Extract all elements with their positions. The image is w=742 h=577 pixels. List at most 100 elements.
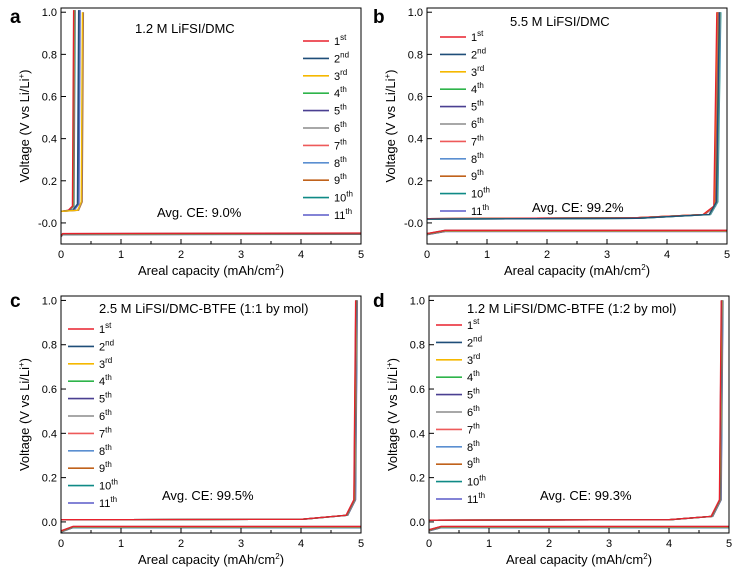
legend-label: 9th [471, 168, 484, 183]
legend-label: 11th [334, 207, 352, 222]
legend-label: 2nd [99, 338, 114, 353]
legend-label: 6th [99, 408, 112, 423]
legend-label: 8th [99, 443, 112, 458]
x-tick-label: 3 [238, 249, 244, 261]
x-tick-label: 0 [58, 538, 64, 550]
legend-label: 2nd [334, 50, 349, 65]
legend: 1st 2nd 3rd 4th 5th 6th 7th 8th 9th 10th 11th [440, 29, 490, 218]
legend-label: 7th [467, 421, 480, 436]
y-tick-label: 0.0 [410, 517, 425, 529]
y-tick-label: 0.8 [410, 340, 425, 352]
y-tick-label: 0.8 [42, 49, 57, 61]
x-axis-label: Areal capacity (mAh/cm2) [504, 263, 650, 278]
x-axis-label: Areal capacity (mAh/cm2) [506, 552, 652, 567]
x-tick-label: 5 [358, 538, 364, 550]
x-tick-label: 2 [546, 538, 552, 550]
legend-label: 4th [334, 85, 347, 100]
y-axis-label: Voltage (V vs Li/Li+) [17, 69, 32, 182]
y-tick-label: -0.0 [38, 218, 57, 230]
y-tick-label: 1.0 [42, 295, 57, 307]
x-tick-label: 4 [298, 538, 304, 550]
legend: 1st 2nd 3rd 4th 5th 6th 7th 8th 9th 10th 11th [303, 33, 353, 222]
y-tick-label: 0.4 [410, 428, 425, 440]
x-tick-label: 2 [544, 249, 550, 261]
avg-ce-annotation: Avg. CE: 99.5% [162, 488, 254, 503]
y-tick-label: 0.2 [410, 473, 425, 485]
x-tick-label: 0 [58, 249, 64, 261]
x-axis-label: Areal capacity (mAh/cm2) [138, 552, 284, 567]
chart-title: 2.5 M LiFSI/DMC-BTFE (1:1 by mol) [99, 301, 308, 316]
plating-curve-1 [427, 229, 727, 235]
legend-label: 9th [334, 172, 347, 187]
y-tick-label: 0.2 [42, 473, 57, 485]
legend-label: 1st [467, 317, 480, 332]
x-tick-label: 2 [178, 249, 184, 261]
x-tick-label: 0 [426, 538, 432, 550]
x-tick-label: 1 [484, 249, 490, 261]
legend-label: 7th [334, 137, 347, 152]
legend-label: 5th [467, 387, 480, 402]
y-tick-label: 1.0 [408, 7, 423, 19]
panel-c: c 0 1 2 3 4 5 0.0 0.2 0.4 0.6 0.8 1.0 Areal capacity … [10, 291, 364, 567]
y-tick-label: 0.4 [408, 134, 423, 146]
chart-title: 1.2 M LiFSI/DMC [135, 21, 235, 36]
y-tick-label: 1.0 [42, 7, 57, 19]
panel-letter: a [10, 7, 21, 28]
legend-label: 7th [471, 133, 484, 148]
x-tick-label: 4 [666, 538, 672, 550]
y-tick-label: 0.4 [42, 134, 57, 146]
legend-label: 9th [467, 456, 480, 471]
y-tick-label: 0.4 [42, 428, 57, 440]
y-tick-label: 0.2 [408, 176, 423, 188]
curves [429, 300, 729, 532]
y-tick-label: 0.6 [410, 384, 425, 396]
plating-curve-4 [429, 526, 729, 531]
chart-title: 1.2 M LiFSI/DMC-BTFE (1:2 by mol) [467, 301, 676, 316]
y-axis-label: Voltage (V vs Li/Li+) [383, 69, 398, 182]
x-tick-label: 3 [238, 538, 244, 550]
stripping-curve-2 [427, 12, 721, 220]
y-tick-label: -0.0 [404, 218, 423, 230]
legend-label: 6th [471, 116, 484, 131]
legend-label: 8th [467, 439, 480, 454]
panel-b: b 0 1 2 3 4 5 -0.0 0.2 0.4 0.6 0.8 1.0 Areal capacity… [373, 7, 730, 278]
legend-label: 10th [471, 186, 490, 201]
stripping-curve-1 [429, 300, 722, 521]
legend-label: 3rd [334, 68, 347, 83]
x-tick-label: 4 [664, 249, 670, 261]
plating-curve-1 [61, 525, 361, 532]
legend: 1st 2nd 3rd 4th 5th 6th 7th 8th 9th 10th 11th [68, 321, 118, 510]
panel-letter: d [373, 291, 385, 312]
avg-ce-annotation: Avg. CE: 99.2% [532, 200, 624, 215]
legend-label: 10th [99, 478, 118, 493]
legend-label: 4th [467, 369, 480, 384]
legend-label: 10th [334, 190, 353, 205]
legend-label: 9th [99, 460, 112, 475]
y-axis-label: Voltage (V vs Li/Li+) [17, 358, 32, 471]
avg-ce-annotation: Avg. CE: 9.0% [157, 205, 242, 220]
legend-label: 3rd [467, 352, 480, 367]
x-tick-label: 5 [358, 249, 364, 261]
x-axis-label: Areal capacity (mAh/cm2) [138, 263, 284, 278]
legend-label: 2nd [467, 334, 482, 349]
legend-label: 1st [334, 33, 347, 48]
legend-label: 4th [471, 81, 484, 96]
plating-curve-11 [427, 230, 727, 236]
stripping-curve-3 [61, 12, 84, 212]
y-tick-label: 0.2 [42, 176, 57, 188]
legend-label: 1st [471, 29, 484, 44]
stripping-curve-1 [61, 300, 357, 521]
x-tick-label: 4 [298, 249, 304, 261]
legend-label: 2nd [471, 46, 486, 61]
legend-label: 11th [471, 203, 489, 218]
x-tick-label: 1 [486, 538, 492, 550]
panel-a: a 0 1 2 3 4 5 -0.0 0.2 0.4 0.6 0.8 1.0 Areal capacity… [10, 7, 364, 278]
x-tick-label: 0 [424, 249, 430, 261]
y-tick-label: 0.8 [42, 340, 57, 352]
y-axis-label: Voltage (V vs Li/Li+) [385, 358, 400, 471]
y-tick-label: 0.6 [42, 384, 57, 396]
legend-label: 11th [99, 495, 117, 510]
y-tick-label: 0.6 [42, 92, 57, 104]
legend-label: 3rd [99, 356, 112, 371]
